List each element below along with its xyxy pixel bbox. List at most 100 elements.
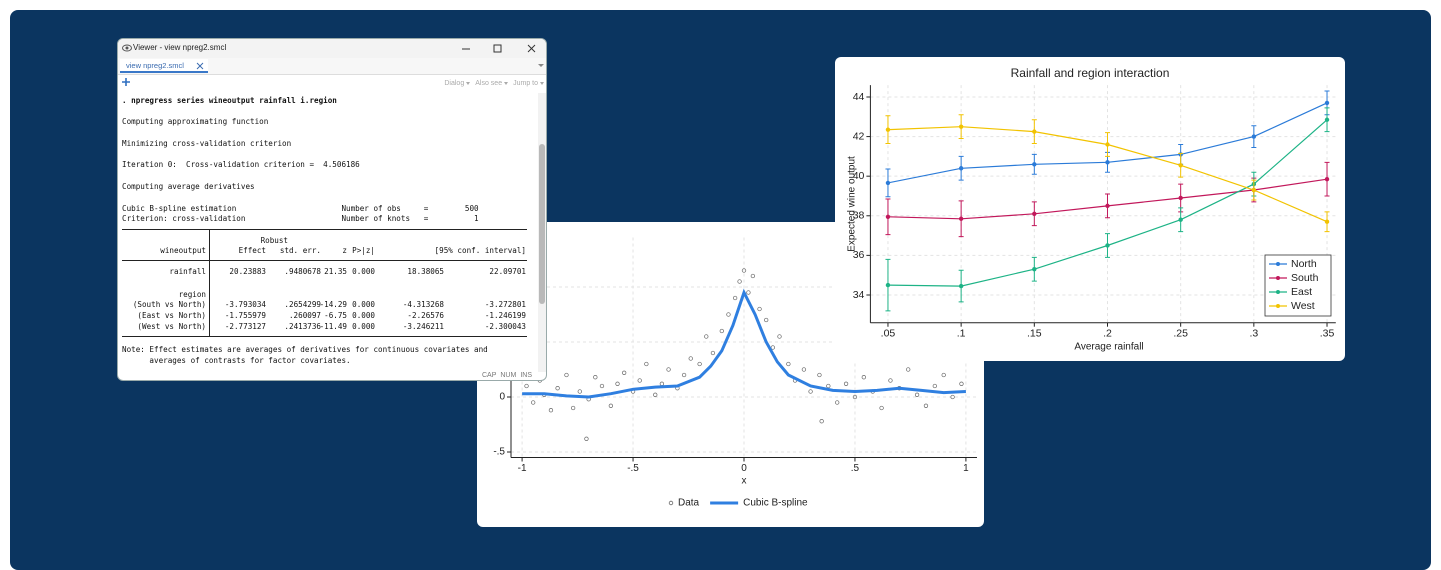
data-point	[885, 180, 891, 186]
tab[interactable]: view npreg2.smcl	[120, 59, 208, 73]
x-tick-label: .3	[1249, 327, 1258, 339]
data-point	[885, 127, 891, 132]
y-tick-label: 42	[853, 130, 865, 142]
table-cell: 0.000	[352, 300, 375, 309]
data-point	[524, 383, 529, 389]
data-point	[608, 403, 614, 408]
table-header: std. err.	[279, 246, 321, 255]
data-point	[577, 389, 582, 394]
data-point	[1032, 211, 1037, 216]
table-header: wineoutput	[160, 246, 206, 255]
data-point	[1178, 217, 1183, 222]
log-line: . npregress series wineoutput rainfall i…	[122, 96, 337, 105]
status-item: CAP	[481, 372, 497, 379]
table-cell: 22.09701	[489, 267, 526, 276]
dropdown-arrow	[540, 81, 544, 85]
data-point	[764, 317, 769, 323]
table-cell: -1.246199	[484, 311, 526, 320]
table-header: Effect	[238, 246, 266, 255]
tab-close[interactable]	[196, 62, 204, 70]
log-line: Computing approximating function	[122, 117, 269, 126]
toolbar-button[interactable]: Also see	[475, 80, 509, 87]
data-point	[777, 334, 782, 339]
table-rule	[122, 260, 527, 261]
data-point	[1105, 160, 1110, 165]
data-point	[704, 334, 709, 339]
data-point	[746, 290, 751, 295]
line-card: Rainfall and region interaction Average …	[835, 57, 1345, 361]
status-bar: CAP NUM INS	[482, 372, 532, 379]
data-point	[819, 419, 824, 424]
tab-label: view npreg2.smcl	[126, 61, 184, 70]
x-tick-label: .15	[1027, 327, 1042, 339]
dropdown-arrow	[466, 81, 471, 85]
table-header: [95% conf. interval]	[434, 246, 526, 255]
table-cell: 0.000	[352, 322, 375, 331]
data-point	[622, 370, 627, 375]
data-point	[1178, 163, 1183, 168]
legend-label: Cubic B-spline	[743, 498, 808, 509]
x-axis-label: x	[742, 476, 747, 487]
table-cell: -2.26576	[407, 311, 444, 320]
data-point	[1105, 243, 1110, 248]
table-cell: 18.38065	[407, 267, 444, 276]
tab-menu[interactable]	[537, 63, 545, 69]
window-controls[interactable]	[458, 42, 546, 56]
y-tick-label: 36	[853, 249, 865, 261]
data-point	[757, 306, 762, 312]
data-point	[906, 367, 911, 372]
line-chart: Rainfall and region interaction Average …	[847, 66, 1336, 353]
table-cell: 21.35	[324, 267, 347, 276]
data-point	[958, 124, 964, 129]
data-point	[1324, 117, 1330, 122]
data-point	[1178, 195, 1183, 201]
x-tick-label: -1	[518, 463, 527, 474]
spline-line	[522, 288, 966, 399]
title-bar	[118, 39, 546, 58]
table-cell: -2.773127	[224, 322, 266, 331]
window-title: Viewer - view npreg2.smcl	[133, 43, 227, 52]
legend-label: North	[1291, 258, 1317, 270]
chart-title: Rainfall and region interaction	[1011, 66, 1170, 80]
table-rule	[122, 336, 527, 337]
log-line: Computing average derivatives	[122, 182, 255, 191]
new-tab[interactable]	[121, 77, 131, 87]
status-item: NUM	[500, 372, 517, 379]
data-point	[710, 350, 716, 356]
viewer-window: Viewer - view npreg2.smcl view npreg2.sm…	[117, 38, 547, 381]
table-cell: -2.300043	[484, 322, 526, 331]
table-cell: -3.793034	[224, 300, 266, 309]
data-point	[1105, 203, 1110, 209]
table-cell: -4.313268	[402, 300, 444, 309]
data-point	[726, 312, 731, 317]
x-tick-label: 0	[741, 463, 747, 474]
table-divider	[209, 229, 210, 336]
x-tick-label: .25	[1173, 327, 1188, 339]
toolbar-button[interactable]: Dialog	[444, 80, 471, 87]
legend-swatch	[1276, 290, 1280, 294]
table-cell: .9480678	[284, 267, 321, 276]
toolbar-button[interactable]: Jump to	[513, 80, 544, 87]
data-point	[688, 356, 693, 361]
data-point	[885, 214, 891, 219]
data-point	[808, 389, 813, 394]
data-point	[637, 378, 642, 383]
table-cell: -1.755979	[224, 311, 266, 320]
scrollbar[interactable]	[538, 93, 546, 372]
data-point	[644, 361, 649, 367]
data-point	[958, 283, 964, 289]
table-cell: (West vs North)	[137, 322, 206, 331]
data-point	[750, 273, 756, 279]
table-cell: (South vs North)	[132, 300, 206, 309]
data-point	[885, 282, 891, 288]
table-cell: -3.246211	[402, 322, 444, 331]
data-point	[801, 367, 807, 372]
table-cell: .260097	[288, 311, 321, 320]
scroll-thumb[interactable]	[539, 144, 545, 304]
log-line: Cubic B-spline estimation Number of obs …	[122, 204, 479, 213]
data-point	[1032, 267, 1037, 272]
table-rule	[122, 229, 527, 230]
x-tick-label: .5	[851, 463, 860, 474]
data-point	[1324, 176, 1330, 182]
table-cell: -6.75	[324, 311, 347, 320]
